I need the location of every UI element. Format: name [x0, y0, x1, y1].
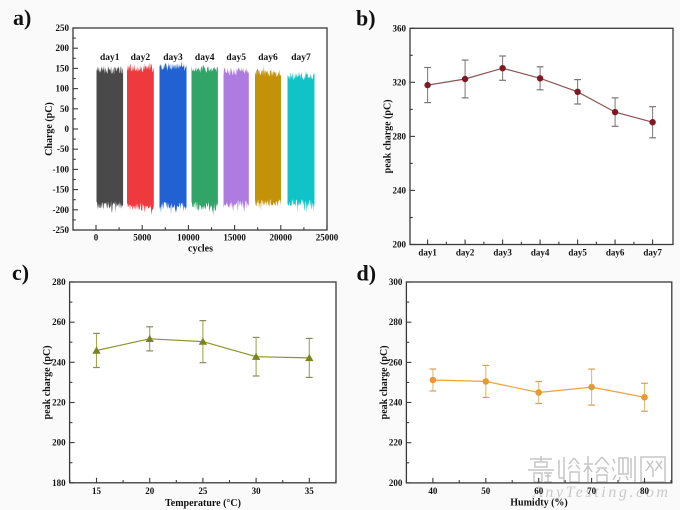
svg-text:Temperature (°C): Temperature (°C) [165, 498, 241, 509]
svg-text:AnyTesting.com: AnyTesting.com [532, 484, 671, 501]
svg-text:day3: day3 [493, 247, 512, 257]
svg-text:220: 220 [52, 398, 66, 408]
svg-text:10000: 10000 [177, 232, 200, 242]
svg-text:day1: day1 [100, 53, 120, 63]
svg-text:200: 200 [389, 478, 403, 488]
svg-text:c): c) [12, 260, 29, 285]
svg-text:day6: day6 [258, 53, 278, 63]
svg-text:40: 40 [428, 486, 438, 496]
svg-text:b): b) [356, 6, 376, 31]
svg-text:-50: -50 [57, 144, 69, 154]
svg-text:30: 30 [252, 486, 262, 496]
svg-text:day3: day3 [163, 53, 183, 63]
svg-text:cycles: cycles [188, 244, 213, 255]
svg-text:150: 150 [56, 63, 70, 73]
svg-text:-150: -150 [53, 185, 70, 195]
svg-text:280: 280 [52, 277, 66, 287]
svg-text:240: 240 [52, 357, 66, 367]
svg-text:15: 15 [92, 486, 102, 496]
svg-text:240: 240 [389, 398, 403, 408]
svg-text:20: 20 [145, 486, 155, 496]
svg-text:-250: -250 [53, 225, 70, 235]
svg-text:240: 240 [393, 185, 407, 195]
svg-text:day4: day4 [195, 53, 215, 63]
svg-text:35: 35 [305, 486, 315, 496]
svg-text:200: 200 [52, 438, 66, 448]
svg-text:day7: day7 [643, 247, 662, 257]
svg-text:300: 300 [389, 277, 403, 287]
svg-text:day1: day1 [418, 247, 437, 257]
svg-text:peak charge (pC): peak charge (pC) [42, 345, 53, 419]
svg-text:280: 280 [389, 317, 403, 327]
svg-text:260: 260 [389, 357, 403, 367]
svg-text:day4: day4 [531, 247, 550, 257]
svg-text:day7: day7 [291, 53, 311, 63]
svg-text:Charge (pC): Charge (pC) [44, 102, 55, 156]
svg-text:0: 0 [65, 124, 70, 134]
svg-text:peak charge (pC): peak charge (pC) [383, 99, 394, 173]
svg-text:100: 100 [56, 84, 70, 94]
svg-text:Humidty (%): Humidty (%) [510, 497, 568, 508]
svg-text:280: 280 [393, 131, 407, 141]
svg-text:day2: day2 [131, 53, 151, 63]
svg-text:day5: day5 [568, 247, 587, 257]
svg-text:peak charge (pC): peak charge (pC) [379, 345, 390, 419]
svg-text:80: 80 [640, 486, 650, 496]
svg-text:a): a) [13, 5, 31, 30]
svg-text:50: 50 [60, 104, 70, 114]
svg-text:60: 60 [534, 486, 544, 496]
svg-text:250: 250 [56, 23, 70, 33]
svg-text:25000: 25000 [316, 232, 339, 242]
svg-text:day6: day6 [606, 247, 625, 257]
svg-text:220: 220 [389, 438, 403, 448]
svg-text:day2: day2 [456, 247, 475, 257]
svg-text:260: 260 [52, 317, 66, 327]
svg-text:200: 200 [393, 240, 407, 250]
svg-text:25: 25 [198, 486, 208, 496]
svg-text:320: 320 [393, 77, 407, 87]
svg-text:15000: 15000 [223, 232, 246, 242]
svg-text:0: 0 [94, 232, 99, 242]
svg-text:d): d) [357, 261, 377, 286]
svg-text:200: 200 [56, 43, 70, 53]
svg-text:day5: day5 [226, 53, 246, 63]
svg-text:5000: 5000 [133, 232, 152, 242]
svg-text:20000: 20000 [270, 232, 293, 242]
svg-text:70: 70 [587, 486, 597, 496]
svg-text:360: 360 [393, 23, 407, 33]
svg-text:-200: -200 [53, 205, 70, 215]
svg-text:180: 180 [52, 478, 66, 488]
svg-text:50: 50 [481, 486, 491, 496]
svg-text:-100: -100 [53, 164, 70, 174]
